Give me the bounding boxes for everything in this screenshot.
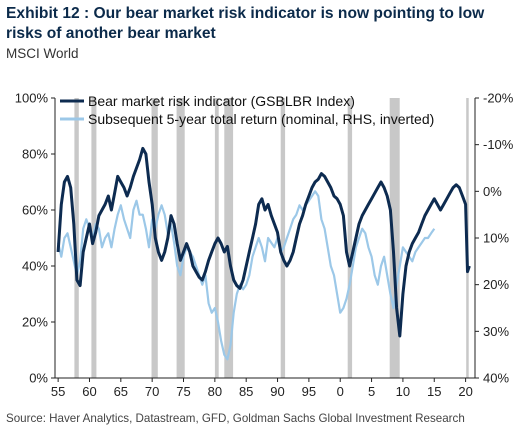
x-tick-label: 70 — [145, 384, 159, 399]
y-left-tick-label: 0% — [29, 371, 48, 386]
y-left-tick-label: 60% — [22, 203, 48, 218]
y-right-tick-label: -20% — [483, 91, 514, 106]
x-tick-label: 15 — [427, 384, 441, 399]
recession-band — [280, 98, 286, 378]
x-tick-label: 90 — [270, 384, 284, 399]
y-right-tick-label: 10% — [483, 231, 509, 246]
y-right-tick-label: 20% — [483, 277, 509, 292]
y-left-tick-label: 20% — [22, 315, 48, 330]
series-line-risk-indicator — [56, 146, 471, 338]
x-tick-label: 85 — [239, 384, 253, 399]
x-tick-label: 75 — [176, 384, 190, 399]
axes: 0% 20% 40% 60% 80% 100% -20% -10% 0% 10% 20% 30% 40%… — [15, 91, 514, 400]
x-tick-label: 60 — [82, 384, 96, 399]
x-tick-label: 80 — [208, 384, 222, 399]
x-tick-label: 0 — [337, 384, 344, 399]
recession-band — [176, 98, 185, 378]
series-line-five-year-return — [57, 190, 436, 361]
x-tick-label: 55 — [51, 384, 65, 399]
x-tick-label: 5 — [368, 384, 375, 399]
y-right-tick-label: 0% — [483, 184, 502, 199]
legend-label-risk-indicator: Bear market risk indicator (GSBLBR Index… — [88, 93, 355, 109]
recession-band — [224, 98, 234, 378]
legend: Bear market risk indicator (GSBLBR Index… — [60, 93, 434, 127]
y-left-tick-label: 40% — [22, 259, 48, 274]
x-tick-label: 20 — [458, 384, 472, 399]
recession-band — [74, 98, 79, 378]
y-right-tick-label: 30% — [483, 324, 509, 339]
chart-title: Exhibit 12 : Our bear market risk indica… — [6, 5, 485, 42]
recession-band — [389, 98, 400, 378]
series-lines — [56, 146, 471, 361]
legend-label-five-year-return: Subsequent 5-year total return (nominal,… — [88, 111, 434, 127]
x-tick-label: 65 — [114, 384, 128, 399]
x-tick-label: 10 — [396, 384, 410, 399]
y-right-tick-label: -10% — [483, 137, 514, 152]
source-note: Source: Haver Analytics, Datastream, GFD… — [6, 412, 465, 425]
chart-subtitle: MSCI World — [6, 46, 79, 61]
y-right-tick-label: 40% — [483, 371, 509, 386]
y-left-tick-label: 80% — [22, 147, 48, 162]
x-tick-label: 95 — [302, 384, 316, 399]
recession-bands — [74, 98, 469, 378]
y-left-tick-label: 100% — [15, 91, 49, 106]
recession-band — [347, 98, 353, 378]
